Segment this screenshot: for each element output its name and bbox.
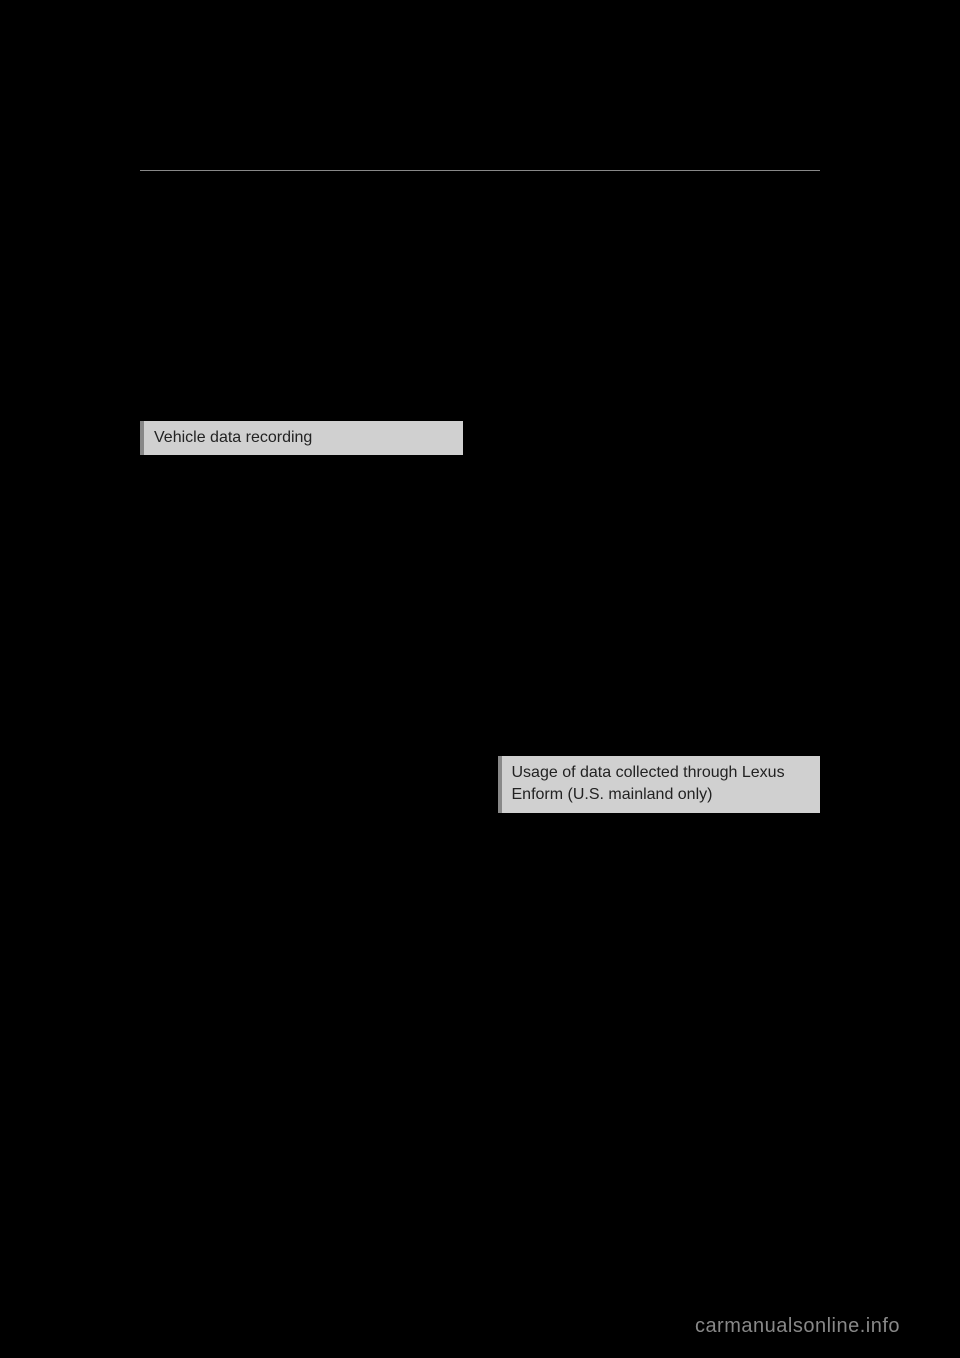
page-content: Vehicle data recording Usage of data col…	[140, 170, 820, 828]
horizontal-divider	[140, 170, 820, 171]
left-column: Vehicle data recording	[140, 221, 463, 828]
watermark-text: carmanualsonline.info	[695, 1315, 900, 1337]
section-header-text: Vehicle data recording	[154, 429, 312, 446]
section-header-vehicle-data: Vehicle data recording	[140, 421, 463, 455]
spacer	[140, 221, 463, 421]
right-column: Usage of data collected through Lexus En…	[498, 221, 821, 828]
spacer	[498, 221, 821, 421]
section-header-text: Usage of data collected through Lexus En…	[512, 764, 785, 803]
columns-container: Vehicle data recording Usage of data col…	[140, 221, 820, 828]
spacer	[498, 421, 821, 756]
section-header-lexus-enform: Usage of data collected through Lexus En…	[498, 756, 821, 813]
watermark: carmanualsonline.info	[695, 1315, 900, 1338]
